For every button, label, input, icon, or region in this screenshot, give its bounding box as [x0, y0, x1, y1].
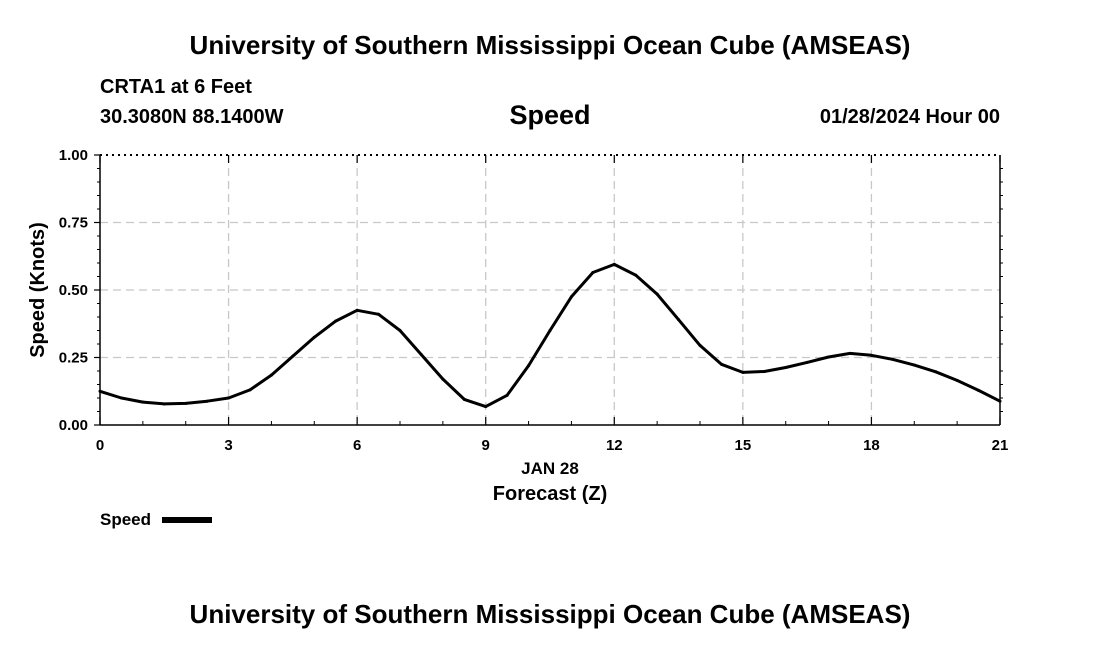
page-title: University of Southern Mississippi Ocean… [189, 30, 911, 60]
speed-data-point [527, 364, 531, 368]
x-tick-label: 3 [224, 437, 232, 454]
speed-data-point [955, 378, 959, 382]
speed-data-point [355, 308, 359, 312]
speed-data-point [634, 273, 638, 277]
speed-data-point [677, 318, 681, 322]
speed-data-point [891, 357, 895, 361]
speed-data-point [398, 329, 402, 332]
speed-data-point [869, 353, 873, 357]
speed-data-point [312, 335, 316, 339]
x-tick-label: 18 [863, 437, 880, 454]
speed-data-point [612, 262, 616, 266]
speed-data-point [848, 351, 852, 355]
chart-labels: 0 3 6 9 12 15 18 21 0.00 0.25 0.50 0.75 1.00 JAN 28 Fo… [27, 147, 1008, 505]
y-tick-label: 0.50 [59, 282, 88, 299]
speed-data-point [334, 319, 338, 323]
speed-data-point [827, 355, 831, 359]
x-tick-label: 15 [735, 437, 752, 454]
x-tick-label: 21 [992, 437, 1009, 454]
speed-data-point [462, 397, 466, 401]
chart-axes [94, 154, 1003, 426]
speed-data-point [998, 399, 1002, 403]
chart-grid [100, 155, 1000, 425]
speed-data-point [269, 373, 273, 377]
y-tick-label: 0.25 [59, 350, 88, 367]
speed-data-point [934, 370, 938, 374]
speed-data-point [119, 396, 123, 400]
y-axis-title: Speed (Knots) [27, 222, 49, 358]
speed-data-point [741, 370, 745, 374]
speed-data-point [591, 270, 595, 274]
speed-data-point [141, 400, 145, 404]
speed-data-point [505, 393, 509, 397]
speed-data-point [762, 370, 766, 374]
x-tick-label: 0 [96, 437, 104, 454]
footer-title: University of Southern Mississippi Ocean… [189, 599, 911, 629]
run-time-label: 01/28/2024 Hour 00 [819, 106, 1000, 128]
legend-label: Speed [100, 510, 152, 529]
speed-data-point [291, 354, 295, 358]
speed-data-point [419, 353, 423, 357]
chart-title: Speed [509, 100, 591, 130]
speed-data-point [484, 405, 488, 409]
x-axis-date-label: JAN 28 [521, 459, 579, 478]
speed-data-point [569, 295, 573, 299]
coordinates-label: 30.3080N 88.1400W [100, 106, 284, 128]
speed-data-point [698, 343, 702, 347]
speed-data-point [205, 399, 209, 403]
y-tick-label: 0.00 [59, 417, 88, 434]
speed-data-point [719, 362, 723, 366]
x-tick-label: 6 [353, 437, 361, 454]
speed-data-point [548, 329, 552, 332]
x-axis-title: Forecast (Z) [493, 483, 607, 505]
station-label: CRTA1 at 6 Feet [100, 76, 252, 98]
chart-series [98, 262, 1002, 409]
speed-data-point [655, 292, 659, 296]
speed-data-point [377, 312, 381, 316]
speed-data-point [98, 389, 102, 393]
legend-swatch [162, 517, 212, 523]
speed-data-point [162, 402, 166, 406]
speed-data-point [184, 401, 188, 405]
speed-data-point [227, 396, 231, 400]
y-tick-label: 1.00 [59, 147, 88, 164]
speed-series-line [99, 262, 1001, 409]
y-tick-label: 0.75 [59, 215, 88, 232]
speed-data-point [248, 388, 252, 392]
speed-data-point [912, 363, 916, 367]
x-tick-label: 9 [482, 437, 490, 454]
speed-data-point [977, 388, 981, 392]
speed-data-point [441, 377, 445, 381]
x-tick-label: 12 [606, 437, 623, 454]
speed-data-point [805, 360, 809, 364]
speed-data-point [784, 365, 788, 369]
